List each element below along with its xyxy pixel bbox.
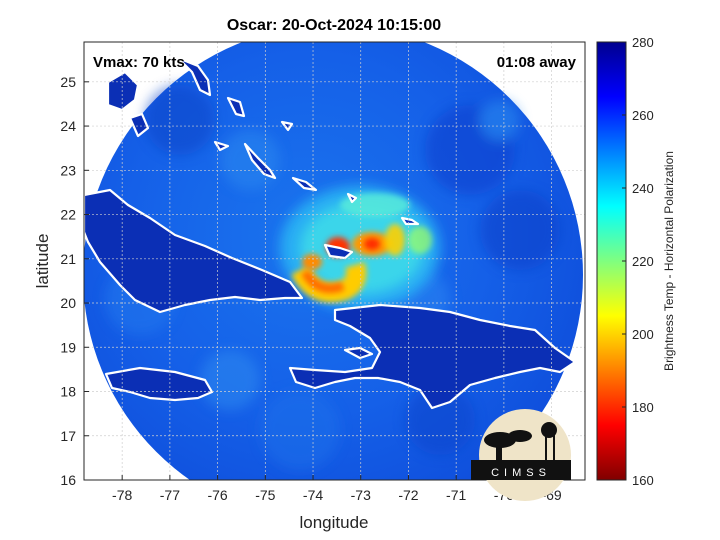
y-tick-label: 24	[60, 118, 76, 134]
vmax-label: Vmax: 70 kts	[93, 54, 185, 71]
x-tick-label: -73	[351, 487, 371, 503]
y-tick-label: 25	[60, 74, 76, 90]
x-tick-label: -72	[398, 487, 418, 503]
colorbar-tick-label: 180	[632, 400, 654, 415]
andros-outline	[106, 70, 140, 112]
x-tick-label: -78	[112, 487, 132, 503]
colorbar-tick-label: 260	[632, 108, 654, 123]
x-tick-label: -75	[255, 487, 275, 503]
x-axis-label: longitude	[299, 513, 368, 532]
colorbar-tick-label: 160	[632, 473, 654, 488]
y-tick-label: 22	[60, 207, 76, 223]
map-title: Oscar: 20-Oct-2024 10:15:00	[227, 17, 441, 34]
x-tick-label: -74	[303, 487, 323, 503]
y-tick-label: 21	[60, 251, 76, 267]
y-tick-label: 18	[60, 384, 76, 400]
colorbar-tick-label: 200	[632, 327, 654, 342]
jamaica-outline	[104, 366, 214, 402]
colorbar-tick-label: 280	[632, 35, 654, 50]
y-tick-label: 20	[60, 295, 76, 311]
cimss-logo: CIMSS	[471, 409, 571, 501]
cimss-logo-text: CIMSS	[491, 467, 551, 479]
y-tick-label: 16	[60, 472, 76, 488]
y-axis-ticks: 16 17 18 19 20 21 22 23 24 25	[60, 74, 89, 488]
time-away-label: 01:08 away	[497, 54, 577, 71]
gonave-outline	[343, 346, 374, 360]
colorbar	[596, 41, 627, 481]
x-tick-label: -71	[446, 487, 466, 503]
plot-frame	[83, 41, 586, 481]
x-tick-label: -76	[207, 487, 227, 503]
y-tick-label: 17	[60, 428, 76, 444]
y-tick-label: 19	[60, 339, 76, 355]
y-tick-label: 23	[60, 162, 76, 178]
colorbar-ticks: 160 180 200 220 240 260 280	[622, 35, 654, 488]
cuba-outline	[84, 188, 304, 314]
colorbar-label: Brightness Temp - Horizontal Polarizatio…	[662, 151, 676, 371]
colorbar-tick-label: 220	[632, 254, 654, 269]
y-axis-label: latitude	[33, 234, 52, 289]
hurricane-oscar-signature	[280, 186, 440, 310]
x-tick-label: -77	[160, 487, 180, 503]
colorbar-tick-label: 240	[632, 181, 654, 196]
